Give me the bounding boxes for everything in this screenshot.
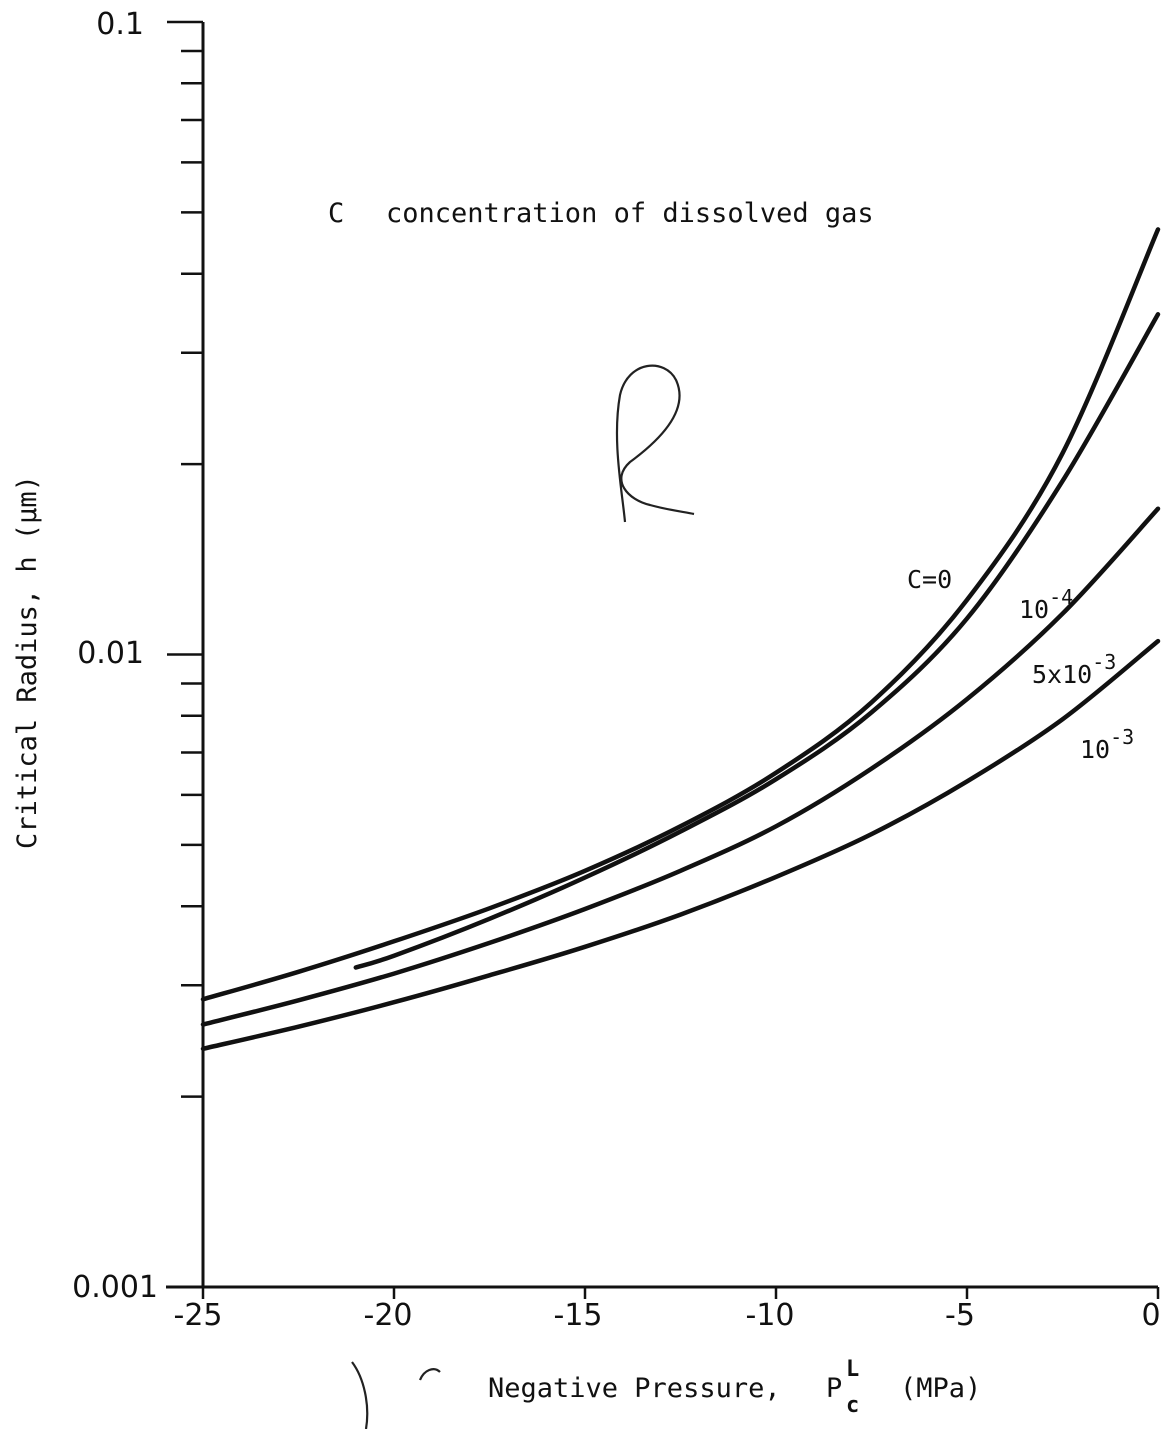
pen-scribble-bottom [351, 1361, 369, 1429]
series-label-c1e-3: 10-3 [1080, 725, 1134, 764]
series-line-c1e-4 [353, 312, 1161, 970]
y-tick-label: 0.001 [72, 1270, 158, 1305]
x-axis-label-sub: c [846, 1393, 859, 1418]
series-line-c5e-3 [200, 506, 1161, 1027]
x-tick-label: -20 [364, 1298, 413, 1333]
x-tick-label: -25 [174, 1298, 223, 1333]
x-axis-label-symbol: P [826, 1373, 842, 1404]
annotation-symbol: C [328, 198, 344, 229]
pen-scribble [615, 364, 695, 523]
x-axis-label-main: Negative Pressure [488, 1373, 764, 1404]
y-tick-label: 0.01 [77, 636, 144, 671]
series-line-c0 [200, 227, 1161, 1002]
series-label-c0: C=0 [907, 565, 952, 594]
x-axis-label: Negative Pressure, [488, 1373, 781, 1404]
pen-scribble-bottom-2 [418, 1368, 441, 1381]
series-line-c1e-3 [200, 638, 1161, 1052]
y-tick-label: 0.1 [96, 7, 144, 42]
annotation-text: concentration of dissolved gas [386, 198, 874, 229]
series-label-c1e-4: 10-4 [1019, 585, 1073, 624]
x-axis-label-unit: (MPa) [900, 1373, 981, 1404]
x-axis-label-sup: L [846, 1357, 859, 1382]
series-label-c5e-3: 5x10-3 [1032, 650, 1116, 689]
x-tick-label: -5 [945, 1298, 975, 1333]
y-axis-label: Critical Radius, h (μm) [12, 475, 43, 849]
x-tick-label: -10 [746, 1298, 795, 1333]
x-tick-label: -15 [554, 1298, 603, 1333]
x-tick-label: 0 [1141, 1298, 1160, 1333]
